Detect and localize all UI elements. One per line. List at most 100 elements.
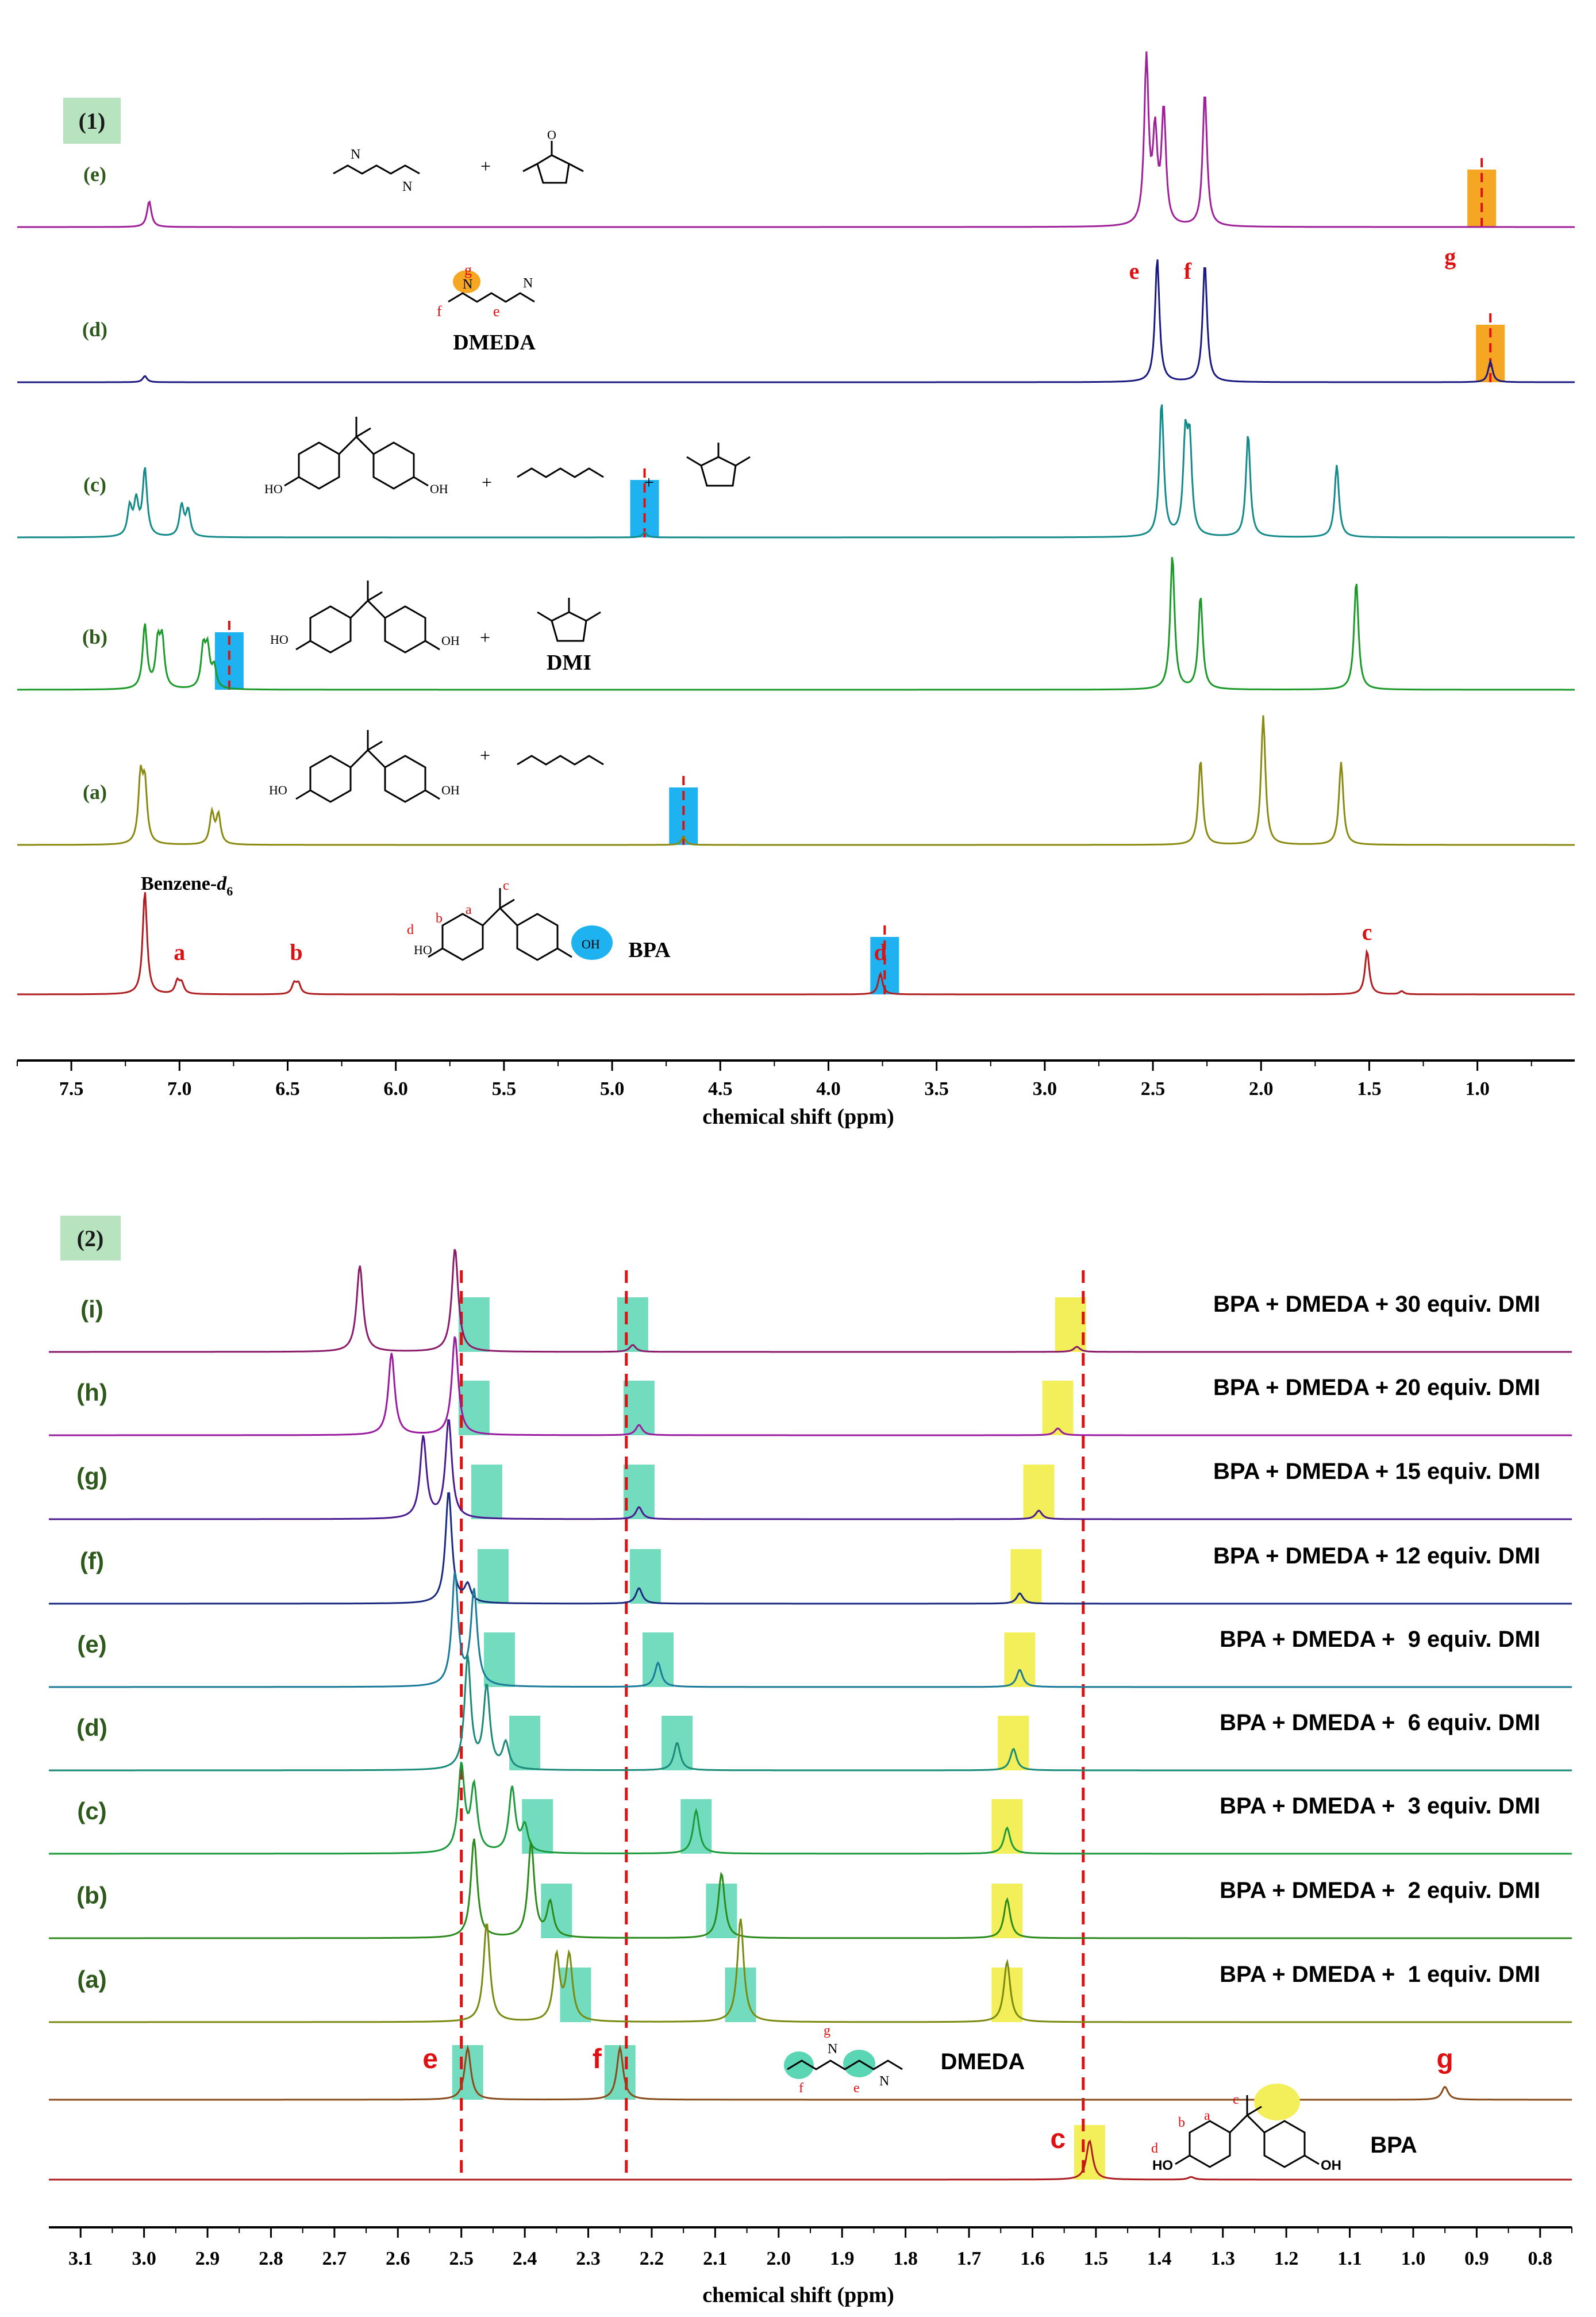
x-tick-label: 4.0 — [816, 1078, 841, 1100]
peak-highlight — [991, 1968, 1023, 2022]
peak-label-b: b — [290, 939, 302, 965]
x-tick-label: 1.6 — [1020, 2248, 1045, 2269]
molecule-bpa-b — [295, 581, 440, 654]
series-description: BPA + DMEDA + 6 equiv. DMI — [1220, 1710, 1540, 1735]
ho-label: HO — [264, 482, 283, 496]
x-tick-label: 3.0 — [132, 2248, 156, 2269]
solvent-label: Benzene-d6 — [141, 873, 233, 898]
spectrum-trace — [49, 2045, 1572, 2101]
spectrum-h-p2 — [49, 1336, 1572, 1436]
oh-label: OH — [1321, 2158, 1341, 2173]
series-description: BPA + DMEDA + 12 equiv. DMI — [1213, 1543, 1540, 1569]
ho-label: HO — [270, 632, 289, 647]
label-g-struct: g — [464, 262, 472, 278]
spectrum-trace — [49, 1918, 1572, 2023]
series-label: (c) — [77, 1797, 106, 1824]
molecule-dmi-b — [537, 598, 601, 642]
spectrum-e-p1 — [17, 51, 1575, 228]
series-description: BPA + DMEDA + 1 equiv. DMI — [1220, 1962, 1540, 1987]
peak-highlight — [541, 1884, 572, 1938]
series-label: (a) — [77, 1966, 106, 1993]
nh-label: N — [523, 276, 533, 291]
peak-highlight — [1055, 1297, 1086, 1352]
oh-label: OH — [430, 482, 448, 496]
ho-label: HO — [1152, 2158, 1173, 2173]
x-tick-label: 2.5 — [1141, 1078, 1166, 1100]
spectrum-a-p1 — [17, 715, 1575, 846]
spectrum-trace — [49, 1838, 1572, 1939]
peak-label-c: c — [1362, 919, 1372, 945]
oh-highlight — [571, 925, 613, 960]
label-a-struct: a — [466, 902, 472, 917]
series-description: BPA + DMEDA + 30 equiv. DMI — [1213, 1292, 1540, 1317]
ho-label: HO — [414, 943, 432, 957]
plus-sign: + — [482, 472, 492, 493]
series-description: BPA + DMEDA + 15 equiv. DMI — [1213, 1459, 1540, 1484]
spectrum-c-p2 — [49, 1762, 1572, 1855]
molecule-bpa-a — [295, 730, 440, 803]
dmeda-name: DMEDA — [453, 331, 536, 355]
spectrum-trace — [49, 1654, 1572, 1772]
spectrum-trace — [17, 892, 1575, 996]
label-b-struct: b — [436, 911, 443, 926]
spectrum-trace — [49, 1419, 1572, 1520]
molecule-dmeda-d — [448, 292, 535, 303]
molecule-dmi-e — [522, 141, 584, 184]
x-tick-label: 2.1 — [703, 2248, 728, 2269]
series-label: (e) — [83, 163, 106, 186]
x-tick-label: 0.9 — [1464, 2248, 1489, 2269]
peak-label-e: e — [1129, 258, 1140, 284]
spectrum-a-p2 — [49, 1918, 1572, 2023]
series-description: BPA + DMEDA + 9 equiv. DMI — [1220, 1627, 1540, 1652]
x-tick-label: 1.3 — [1210, 2248, 1235, 2269]
x-tick-label: 5.0 — [600, 1078, 625, 1100]
molecule-dmeda-e — [333, 164, 420, 175]
peak-highlight — [483, 1632, 515, 1687]
oh-label: OH — [441, 783, 460, 797]
spectrum-trace — [49, 1492, 1572, 1605]
spectrum-c-p1 — [17, 402, 1575, 539]
label-c-struct: c — [1233, 2092, 1239, 2107]
x-tick-label: 1.1 — [1337, 2248, 1362, 2269]
peak-label-e: e — [422, 2044, 438, 2074]
spectrum-b-p1 — [17, 555, 1575, 691]
series-label: (b) — [76, 1882, 107, 1909]
x-tick-label: 1.4 — [1147, 2248, 1172, 2269]
peak-label-f: f — [1184, 258, 1192, 284]
molecule-dmi-c — [686, 443, 751, 487]
nh-label: N — [463, 277, 472, 292]
methyl-highlight — [1254, 2084, 1300, 2120]
plus-sign: + — [480, 627, 490, 648]
series-label: (d) — [82, 318, 107, 341]
spectrum-e-p2 — [49, 1572, 1572, 1688]
peak-highlight — [725, 1968, 756, 2022]
peak-highlight — [1074, 2125, 1105, 2180]
spectrum-bpa-p2 — [49, 2139, 1572, 2181]
peak-highlight — [617, 1297, 648, 1352]
peak-highlight — [604, 2045, 636, 2100]
x-tick-label: 1.8 — [893, 2248, 918, 2269]
peak-highlight — [623, 1465, 655, 1519]
molecule-bpa-panel2 — [1175, 2095, 1320, 2168]
peak-highlight — [458, 1297, 490, 1352]
bpa-name: BPA — [628, 938, 671, 962]
x-tick-label: 1.5 — [1084, 2248, 1109, 2269]
x-tick-label: 7.0 — [167, 1078, 192, 1100]
x-tick-label: 2.6 — [386, 2248, 410, 2269]
nh-label: N — [402, 179, 412, 194]
spectrum-trace — [17, 259, 1575, 383]
dmeda-name-panel2: DMEDA — [941, 2049, 1025, 2074]
peak-highlight — [458, 1381, 490, 1435]
panel-2-axis-label: chemical shift (ppm) — [702, 2283, 894, 2307]
x-tick-label: 7.5 — [59, 1078, 84, 1100]
panel-1-axis-label: chemical shift (ppm) — [702, 1105, 894, 1129]
peak-highlight — [623, 1381, 655, 1435]
x-tick-label: 2.4 — [513, 2248, 537, 2269]
x-tick-label: 1.0 — [1465, 1078, 1490, 1100]
peak-highlight — [991, 1884, 1023, 1938]
label-g-struct: g — [824, 2023, 830, 2038]
peak-highlight — [998, 1716, 1029, 1770]
peak-highlight — [560, 1968, 591, 2022]
spectrum-trace — [49, 1762, 1572, 1855]
series-label: (e) — [77, 1631, 106, 1658]
